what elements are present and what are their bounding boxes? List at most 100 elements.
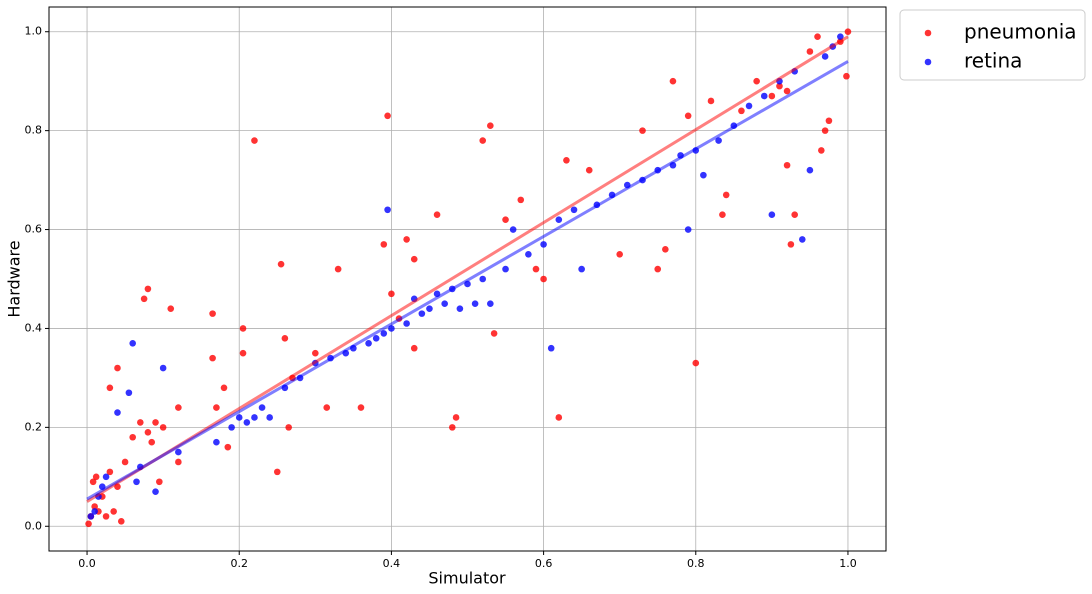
point [152, 488, 159, 495]
y-tick-label: 0.2 [25, 420, 43, 433]
point [783, 87, 791, 95]
point [722, 191, 730, 199]
point [818, 147, 825, 154]
point [156, 478, 163, 486]
point [547, 344, 555, 352]
point [114, 409, 121, 416]
point [684, 226, 692, 233]
point [843, 72, 850, 80]
point [517, 196, 525, 204]
point [487, 300, 494, 308]
point [258, 404, 266, 411]
point [760, 92, 768, 100]
point [806, 166, 814, 174]
point [707, 97, 715, 105]
x-axis-label: Simulator [428, 569, 506, 588]
point [159, 364, 167, 372]
point [228, 424, 235, 431]
point [209, 310, 216, 317]
point [125, 389, 133, 397]
point [85, 520, 92, 528]
y-tick-label: 0.8 [25, 124, 43, 137]
point [167, 305, 175, 312]
point [357, 404, 365, 411]
point [540, 241, 547, 248]
x-tick-label: 0.0 [78, 557, 96, 570]
point [570, 206, 578, 214]
point [479, 275, 487, 283]
point [388, 325, 395, 332]
point [502, 216, 509, 223]
point [175, 448, 182, 456]
point [821, 127, 829, 134]
point [106, 384, 114, 392]
point [117, 518, 125, 525]
point [540, 275, 547, 283]
point [159, 424, 167, 431]
point [768, 211, 776, 219]
legend-marker [924, 29, 932, 37]
point [684, 112, 692, 120]
point [175, 458, 182, 466]
point [239, 325, 247, 332]
point [110, 508, 117, 515]
point [277, 260, 285, 268]
point [662, 246, 669, 253]
point [285, 424, 292, 431]
y-tick-label: 0.0 [25, 519, 43, 532]
trend-line [86, 60, 849, 501]
point [144, 429, 152, 436]
point [456, 305, 464, 312]
point [140, 295, 148, 303]
point [239, 349, 247, 357]
legend-marker [924, 58, 932, 66]
point [137, 419, 144, 426]
point [410, 255, 418, 263]
x-tick-label: 1.0 [839, 557, 857, 570]
point [266, 414, 273, 421]
point [224, 443, 232, 451]
y-tick-label: 0.6 [25, 223, 43, 236]
point [410, 344, 418, 352]
point [273, 468, 281, 476]
point [753, 77, 760, 85]
point [175, 404, 182, 411]
legend-label: retina [964, 49, 1022, 73]
point [388, 290, 395, 298]
point [654, 265, 662, 273]
point [616, 250, 623, 258]
point [148, 438, 156, 446]
point [585, 166, 593, 174]
point [639, 127, 646, 134]
point [837, 33, 844, 40]
point [825, 117, 833, 125]
point [787, 241, 795, 248]
point [479, 137, 487, 144]
point [426, 305, 433, 312]
point [251, 414, 258, 421]
point [384, 112, 391, 120]
point [213, 438, 220, 446]
point [91, 508, 98, 515]
point [490, 330, 498, 337]
point [365, 339, 372, 347]
point [821, 53, 829, 60]
point [509, 226, 517, 233]
point [806, 48, 814, 55]
point [152, 419, 159, 426]
point [738, 107, 745, 115]
point [144, 285, 152, 293]
point [312, 349, 319, 357]
point [89, 478, 97, 486]
point [380, 241, 388, 248]
point [502, 265, 509, 273]
y-axis-label: Hardware [5, 240, 24, 317]
point [799, 236, 806, 243]
point [578, 265, 585, 273]
point [776, 82, 783, 90]
point [372, 335, 380, 342]
point [323, 404, 331, 411]
point [791, 211, 798, 219]
point [525, 250, 532, 258]
